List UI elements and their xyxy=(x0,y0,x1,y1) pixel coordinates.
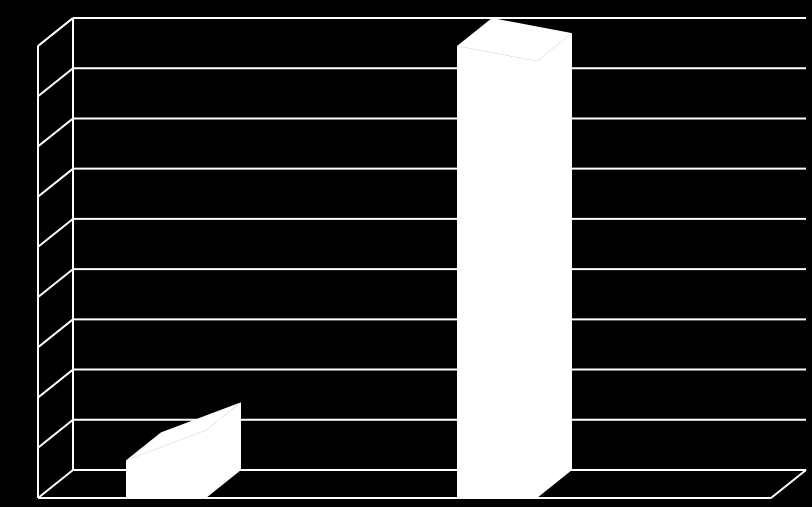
chart-background xyxy=(0,0,812,507)
bar-chart-3d xyxy=(0,0,812,507)
bar xyxy=(457,18,572,498)
bar-side xyxy=(537,33,572,498)
bar-front xyxy=(457,46,537,498)
